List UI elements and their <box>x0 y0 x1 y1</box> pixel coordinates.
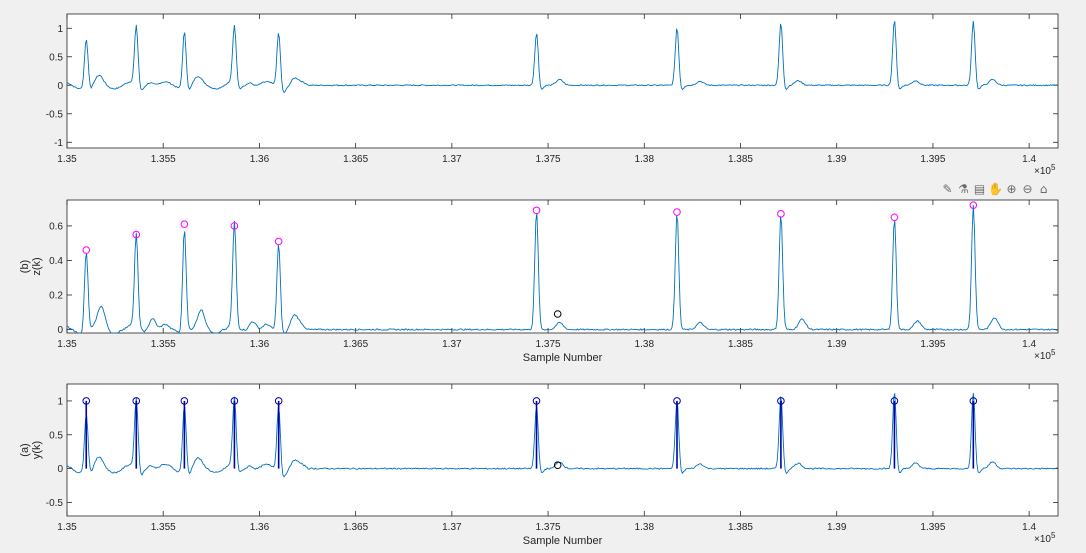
x-tick-label: 1.39 <box>827 154 847 165</box>
peak-marker <box>890 213 899 222</box>
y-tick-label: -1 <box>54 138 63 149</box>
zoom-in-icon[interactable]: ⊕ <box>1006 182 1017 196</box>
x-tick-label: 1.4 <box>1022 339 1036 350</box>
x-tick-label: 1.355 <box>151 154 176 165</box>
peak-marker <box>274 397 283 405</box>
peak-marker <box>777 397 785 405</box>
y-axis-panel-label: (b) <box>19 260 31 273</box>
y-tick-label: 0.5 <box>49 430 63 441</box>
series-line <box>67 20 1058 94</box>
peak-marker <box>890 397 899 405</box>
x-tick-label: 1.4 <box>1022 154 1036 165</box>
y-tick-label: 0.4 <box>49 256 63 267</box>
series-line <box>67 392 1058 478</box>
pan-icon[interactable]: ✋ <box>988 182 1003 196</box>
y-tick-label: 1 <box>57 396 63 407</box>
peak-marker <box>673 397 681 405</box>
x-tick-label: 1.365 <box>343 522 368 533</box>
x-tick-label: 1.38 <box>635 339 655 350</box>
y-tick-label: 0.5 <box>49 52 63 63</box>
x-tick-label: 1.395 <box>920 522 945 533</box>
y-axis-panel-label: (a) <box>19 443 31 456</box>
series-line <box>67 204 1058 333</box>
peak-marker <box>969 397 978 405</box>
brush-icon[interactable]: ✎ <box>942 182 953 196</box>
x-tick-label: 1.36 <box>250 522 270 533</box>
x-tick-label: 1.37 <box>442 154 462 165</box>
peak-marker <box>777 210 785 218</box>
y-tick-label: 0 <box>57 464 63 475</box>
peak-marker <box>553 461 562 470</box>
x-tick-label: 1.365 <box>343 339 368 350</box>
peak-marker <box>553 310 562 318</box>
x-tick-label: 1.355 <box>151 339 176 350</box>
x-tick-label: 1.375 <box>536 522 561 533</box>
y-axis-label: z(k) <box>31 257 43 275</box>
y-tick-label: 1 <box>57 24 63 35</box>
x-tick-label: 1.385 <box>728 339 753 350</box>
legend-icon[interactable]: ▤ <box>973 182 986 196</box>
peak-marker <box>180 397 189 405</box>
y-tick-label: 0 <box>57 325 63 336</box>
chart-panel-2: 1.35 1.355 1.36 1.365 1.37 1.375 1.38 1.385 1.39… <box>19 199 1059 364</box>
y-tick-label: -0.5 <box>46 498 64 509</box>
chart-panel-1: 1.35 1.355 1.36 1.365 1.37 1.375 1.38 1.385 1.39… <box>46 13 1059 177</box>
x-tick-label: 1.35 <box>57 339 77 350</box>
x-tick-label: 1.35 <box>57 522 77 533</box>
y-tick-label: 0.2 <box>49 291 63 302</box>
peak-marker <box>180 220 189 228</box>
peak-marker <box>230 222 239 230</box>
zoom-out-icon[interactable]: ⊖ <box>1022 182 1033 196</box>
x-tick-label: 1.37 <box>442 339 462 350</box>
x-exponent-label: ×105 <box>1034 348 1056 362</box>
x-axis-label: Sample Number <box>523 535 603 547</box>
x-tick-label: 1.4 <box>1022 522 1036 533</box>
x-tick-label: 1.395 <box>920 154 945 165</box>
x-tick-label: 1.375 <box>536 339 561 350</box>
plot-area <box>66 383 1059 517</box>
x-exponent-label: ×105 <box>1034 163 1056 177</box>
x-tick-label: 1.35 <box>57 154 77 165</box>
home-icon[interactable]: ⌂ <box>1039 182 1048 196</box>
y-tick-label: 0 <box>57 81 63 92</box>
x-tick-label: 1.39 <box>827 522 847 533</box>
peak-marker <box>132 230 141 239</box>
y-tick-label: -0.5 <box>46 109 64 120</box>
x-tick-label: 1.37 <box>442 522 462 533</box>
peak-marker <box>532 397 541 405</box>
x-tick-label: 1.385 <box>728 522 753 533</box>
peak-marker <box>969 201 978 209</box>
peak-marker <box>82 397 91 405</box>
x-tick-label: 1.38 <box>635 522 655 533</box>
x-tick-label: 1.375 <box>536 154 561 165</box>
peak-marker <box>532 206 541 215</box>
x-tick-label: 1.355 <box>151 522 176 533</box>
x-tick-label: 1.36 <box>250 154 270 165</box>
peak-marker <box>132 397 141 405</box>
peak-marker <box>82 246 91 254</box>
y-axis-label: y(k) <box>31 441 43 459</box>
x-exponent-label: ×105 <box>1034 531 1056 545</box>
axes-toolbar: ✎ ⚗ ▤ ✋ ⊕ ⊖ ⌂ <box>940 182 1051 198</box>
x-tick-label: 1.38 <box>635 154 655 165</box>
x-tick-label: 1.385 <box>728 154 753 165</box>
x-tick-label: 1.39 <box>827 339 847 350</box>
plot-area <box>66 199 1059 334</box>
x-tick-label: 1.365 <box>343 154 368 165</box>
peak-marker <box>673 208 681 216</box>
x-axis-label: Sample Number <box>523 352 603 364</box>
peak-marker <box>274 237 283 246</box>
chart-panel-3: 1.35 1.355 1.36 1.365 1.37 1.375 1.38 1.385 1.39… <box>19 383 1059 547</box>
data-tips-icon[interactable]: ⚗ <box>958 182 969 196</box>
x-tick-label: 1.36 <box>250 339 270 350</box>
peak-marker <box>230 397 239 405</box>
x-tick-label: 1.395 <box>920 339 945 350</box>
y-tick-label: 0.6 <box>49 221 63 232</box>
